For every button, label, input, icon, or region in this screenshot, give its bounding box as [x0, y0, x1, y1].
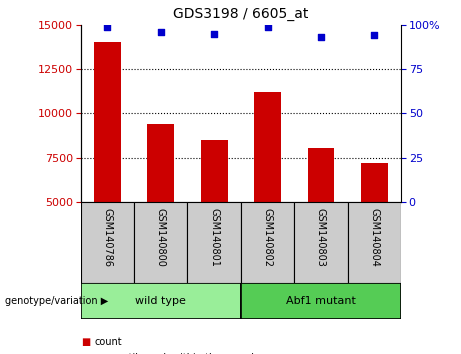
Text: count: count — [95, 337, 122, 347]
Bar — [307, 148, 334, 202]
Bar — [254, 92, 281, 202]
Text: genotype/variation ▶: genotype/variation ▶ — [5, 296, 108, 306]
Bar — [361, 163, 388, 202]
Bar — [294, 202, 348, 283]
Text: ■: ■ — [81, 337, 90, 347]
Bar — [188, 202, 241, 283]
Bar — [148, 124, 174, 202]
Text: GSM140802: GSM140802 — [263, 208, 272, 267]
Bar — [201, 140, 228, 202]
Text: GSM140804: GSM140804 — [369, 208, 379, 267]
Bar — [134, 202, 188, 283]
Title: GDS3198 / 6605_at: GDS3198 / 6605_at — [173, 7, 308, 21]
Text: GSM140786: GSM140786 — [102, 208, 112, 267]
Text: percentile rank within the sample: percentile rank within the sample — [95, 353, 260, 354]
Bar — [241, 202, 294, 283]
Text: Abf1 mutant: Abf1 mutant — [286, 296, 356, 306]
Text: ■: ■ — [81, 353, 90, 354]
Bar — [81, 202, 134, 283]
Text: GSM140801: GSM140801 — [209, 208, 219, 267]
Bar — [241, 283, 401, 319]
Point — [104, 24, 111, 29]
Bar — [81, 283, 241, 319]
Bar — [94, 42, 121, 202]
Point — [157, 29, 165, 35]
Text: GSM140803: GSM140803 — [316, 208, 326, 267]
Text: GSM140800: GSM140800 — [156, 208, 166, 267]
Point — [211, 31, 218, 36]
Text: wild type: wild type — [136, 296, 186, 306]
Bar — [348, 202, 401, 283]
Point — [371, 33, 378, 38]
Point — [264, 24, 271, 29]
Point — [317, 34, 325, 40]
